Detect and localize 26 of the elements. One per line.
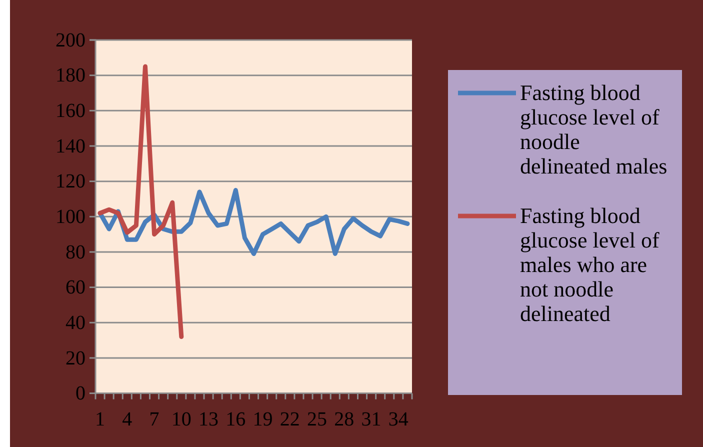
x-tick-label: 22 bbox=[280, 408, 300, 430]
y-tick-label: 0 bbox=[76, 382, 86, 405]
y-tick-label: 160 bbox=[56, 100, 86, 122]
y-tick-label: 80 bbox=[66, 241, 86, 264]
y-tick-label: 20 bbox=[66, 347, 86, 370]
legend-label: Fasting blood glucose level of males who are not noodle delineated bbox=[520, 203, 660, 326]
y-tick-label: 140 bbox=[56, 135, 86, 158]
y-tick-label: 120 bbox=[56, 170, 86, 193]
x-tick-label: 1 bbox=[95, 408, 106, 430]
legend-label: Fasting blood glucose level of noodle delineated males bbox=[520, 80, 668, 178]
x-tick-label: 31 bbox=[361, 408, 382, 430]
y-tick-label: 200 bbox=[56, 29, 86, 52]
y-tick-label: 40 bbox=[66, 312, 86, 334]
x-tick-label: 34 bbox=[388, 408, 408, 430]
x-tick-label: 10 bbox=[171, 408, 192, 430]
x-tick-label: 7 bbox=[149, 408, 160, 430]
x-tick-label: 19 bbox=[252, 408, 273, 430]
y-tick-label: 180 bbox=[56, 64, 86, 87]
line-series bbox=[98, 64, 184, 340]
x-tick-label: 13 bbox=[198, 408, 219, 430]
x-tick-label: 4 bbox=[122, 408, 132, 430]
x-tick-label: 28 bbox=[334, 408, 354, 430]
y-tick-label: 60 bbox=[66, 276, 86, 299]
x-tick-label: 16 bbox=[226, 408, 246, 430]
y-tick-label: 100 bbox=[56, 206, 86, 228]
x-tick-label: 25 bbox=[307, 408, 328, 430]
